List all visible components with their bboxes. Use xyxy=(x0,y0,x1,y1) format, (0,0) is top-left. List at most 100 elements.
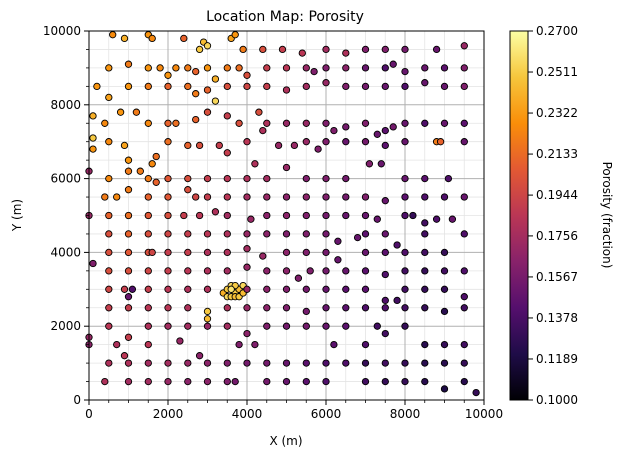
data-point xyxy=(132,108,141,116)
data-point xyxy=(302,193,310,201)
data-point xyxy=(290,141,299,150)
data-point xyxy=(322,267,330,275)
data-point xyxy=(105,267,113,275)
data-point xyxy=(440,267,449,275)
data-point xyxy=(124,304,133,312)
data-point xyxy=(203,42,212,50)
y-tick-label: 8000 xyxy=(50,98,81,112)
data-point xyxy=(105,93,113,102)
data-point xyxy=(105,322,113,330)
data-point xyxy=(322,79,330,87)
data-point xyxy=(330,126,338,135)
data-point xyxy=(421,304,429,312)
data-point xyxy=(381,359,389,367)
data-point xyxy=(105,138,113,146)
data-point xyxy=(393,241,401,249)
data-point xyxy=(361,304,370,312)
data-point xyxy=(243,285,251,293)
data-point xyxy=(381,296,389,305)
data-point xyxy=(203,64,212,72)
data-point xyxy=(223,82,231,91)
x-tick-label: 10000 xyxy=(465,407,503,421)
data-point xyxy=(302,119,310,127)
data-point xyxy=(124,186,133,194)
data-point xyxy=(164,285,172,293)
data-point xyxy=(124,60,133,68)
data-point xyxy=(247,215,255,223)
data-point xyxy=(401,119,409,127)
data-point xyxy=(460,119,468,127)
colorbar-ticks: 0.1000 0.1189 0.1378 0.1567 0.1756 0.1944 0.21… xyxy=(528,24,578,407)
data-point xyxy=(203,359,212,367)
data-point xyxy=(460,230,468,238)
data-point xyxy=(124,211,133,220)
data-point xyxy=(421,193,429,201)
data-point xyxy=(393,296,401,305)
data-point xyxy=(342,123,350,131)
data-point xyxy=(243,263,251,271)
data-point xyxy=(440,307,449,316)
data-point xyxy=(401,322,409,330)
data-point xyxy=(144,174,152,183)
data-point xyxy=(105,230,113,238)
data-point xyxy=(322,377,330,386)
x-tick-label: 0 xyxy=(85,407,93,421)
data-point xyxy=(109,31,117,39)
data-point xyxy=(243,230,251,238)
data-point xyxy=(460,304,468,312)
data-point xyxy=(401,359,409,367)
data-point xyxy=(211,97,220,105)
data-point xyxy=(144,267,152,275)
data-point xyxy=(282,86,291,94)
data-point xyxy=(223,359,231,367)
data-point xyxy=(421,230,429,238)
data-point xyxy=(342,64,350,72)
data-point xyxy=(342,174,350,183)
data-point xyxy=(89,134,97,142)
data-point xyxy=(448,215,457,223)
data-point xyxy=(432,215,441,223)
data-point xyxy=(302,64,310,72)
data-point xyxy=(440,82,449,91)
data-point xyxy=(322,64,330,72)
data-point xyxy=(259,45,267,54)
data-point xyxy=(381,230,389,238)
data-point xyxy=(89,145,97,153)
data-point xyxy=(124,82,133,91)
data-point xyxy=(184,64,192,72)
data-point xyxy=(243,138,251,146)
colorbar-tick-label: 0.2133 xyxy=(536,147,578,161)
data-point xyxy=(342,211,350,220)
y-tick-label: 4000 xyxy=(50,245,81,259)
data-point xyxy=(223,112,231,120)
data-point xyxy=(180,34,188,43)
data-point xyxy=(302,377,310,386)
data-point xyxy=(259,126,267,135)
data-point xyxy=(164,138,172,146)
data-point xyxy=(124,359,133,367)
data-point xyxy=(381,377,389,386)
data-point xyxy=(215,141,223,150)
colorbar-tick-label: 0.2700 xyxy=(536,24,578,38)
data-point xyxy=(223,377,231,386)
data-point xyxy=(353,233,362,242)
data-point xyxy=(282,267,291,275)
data-point xyxy=(203,377,212,386)
data-point xyxy=(105,285,113,293)
data-point xyxy=(310,67,318,76)
data-point xyxy=(136,167,144,175)
data-point xyxy=(314,145,322,153)
data-point xyxy=(124,267,133,275)
data-point xyxy=(144,304,152,312)
data-point xyxy=(164,304,172,312)
data-point xyxy=(184,285,192,293)
data-point xyxy=(93,82,101,91)
data-point xyxy=(334,237,342,245)
data-point xyxy=(223,211,231,220)
colorbar-gradient xyxy=(510,31,528,400)
data-point xyxy=(421,119,429,127)
data-point xyxy=(144,82,152,91)
data-point xyxy=(211,75,220,83)
data-point xyxy=(302,285,310,293)
